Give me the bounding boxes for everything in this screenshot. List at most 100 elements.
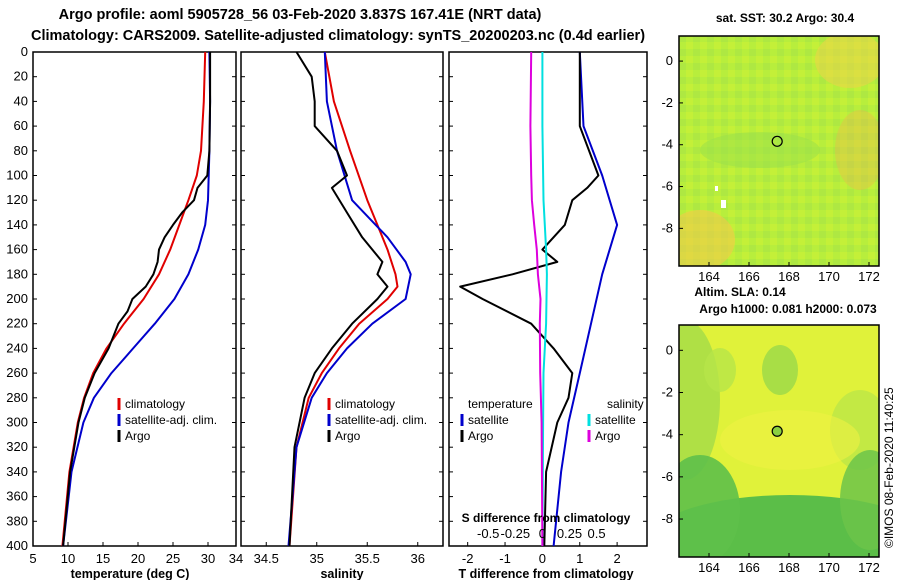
depth-tick-label: 340 bbox=[6, 464, 28, 479]
lon-tick-label: 166 bbox=[738, 560, 760, 575]
sst-warm-patch bbox=[815, 36, 879, 88]
s-diff-tick-label: -0.5 bbox=[477, 526, 499, 541]
depth-tick-label: 180 bbox=[6, 266, 28, 281]
x-tick-label: 15 bbox=[96, 551, 110, 566]
lat-tick-label: 0 bbox=[666, 342, 673, 357]
argo-location-marker bbox=[771, 425, 783, 437]
legend-label-satellite: satellite-adj. clim. bbox=[125, 413, 217, 427]
series-line-argo bbox=[288, 51, 389, 547]
header-line-1: Argo profile: aoml 5905728_56 03-Feb-202… bbox=[59, 7, 542, 23]
salinity-x-axis: 34.5 35 35.5 36 bbox=[254, 542, 425, 566]
x-tick-label: 20 bbox=[131, 551, 145, 566]
depth-tick-label: 100 bbox=[6, 168, 28, 183]
legend-label-t-argo: Argo bbox=[468, 429, 494, 443]
depth-tick-label: 220 bbox=[6, 316, 28, 331]
depth-tick-label: 40 bbox=[14, 93, 28, 108]
legend-label-climatology: climatology bbox=[125, 397, 185, 411]
sla-map-panel: Altim. SLA: 0.14 Argo h1000: 0.081 h2000… bbox=[661, 285, 880, 575]
sst-missing-cell bbox=[721, 200, 726, 208]
depth-tick-label: 200 bbox=[6, 291, 28, 306]
difference-series bbox=[459, 51, 619, 547]
x-tick-label: 5 bbox=[29, 551, 36, 566]
x-tick-label: 10 bbox=[61, 551, 75, 566]
lat-tick-label: 0 bbox=[666, 53, 673, 68]
temperature-x-axis: 5 10 15 20 25 30 34 bbox=[29, 542, 243, 566]
sla-low-patch bbox=[762, 345, 798, 395]
depth-tick-label: 240 bbox=[6, 340, 28, 355]
temperature-axes-frame bbox=[32, 51, 237, 547]
sst-map-axes: 164 166 168 170 172 0 -2 -4 -6 -8 bbox=[661, 53, 879, 284]
salinity-legend: climatology satellite-adj. clim. Argo bbox=[327, 397, 427, 443]
sla-map-frame bbox=[678, 324, 880, 558]
depth-tick-label: 60 bbox=[14, 118, 28, 133]
difference-panel: -2 -1 0 1 2 T difference from climatology S … bbox=[448, 51, 648, 580]
lon-tick-label: 164 bbox=[698, 269, 720, 284]
difference-depth-ticks bbox=[449, 51, 647, 547]
x-tick-label: 1 bbox=[576, 551, 583, 566]
sst-cool-patch bbox=[700, 132, 820, 168]
legend-label-satellite: satellite-adj. clim. bbox=[335, 413, 427, 427]
depth-tick-label: 320 bbox=[6, 439, 28, 454]
x-tick-label: 35 bbox=[310, 551, 324, 566]
lat-tick-label: -6 bbox=[661, 469, 673, 484]
argo-location-marker bbox=[771, 135, 783, 147]
difference-x-axis: -2 -1 0 1 2 bbox=[462, 542, 621, 566]
lat-tick-label: -6 bbox=[661, 179, 673, 194]
x-tick-label: 35.5 bbox=[355, 551, 380, 566]
depth-tick-label: 380 bbox=[6, 513, 28, 528]
sla-high-patch bbox=[720, 410, 860, 470]
sst-missing-cell bbox=[715, 186, 718, 191]
difference-axes-frame bbox=[448, 51, 648, 547]
legend-label-climatology: climatology bbox=[335, 397, 395, 411]
depth-tick-label: 140 bbox=[6, 217, 28, 232]
temperature-series bbox=[61, 51, 212, 547]
legend-heading-salinity: salinity bbox=[607, 397, 644, 411]
sla-map-title: Altim. SLA: 0.14 bbox=[694, 285, 786, 299]
salinity-series bbox=[287, 51, 412, 547]
lat-tick-label: -4 bbox=[661, 137, 673, 152]
x-tick-label: 34 bbox=[229, 551, 243, 566]
difference-legend: temperature satellite Argo salinity sate… bbox=[460, 397, 644, 443]
lon-tick-label: 168 bbox=[778, 269, 800, 284]
lat-tick-label: -8 bbox=[661, 511, 673, 526]
s-diff-tick-label: 0.25 bbox=[557, 526, 582, 541]
s-diff-tick-label: -0.25 bbox=[500, 526, 530, 541]
depth-tick-label: 260 bbox=[6, 365, 28, 380]
sst-map-frame bbox=[678, 35, 880, 267]
t-difference-axis-label: T difference from climatology bbox=[458, 567, 633, 580]
lon-tick-label: 170 bbox=[818, 269, 840, 284]
x-tick-label: 0 bbox=[539, 551, 546, 566]
series-line-temperature-satellite bbox=[552, 51, 619, 547]
depth-tick-label: 20 bbox=[14, 69, 28, 84]
series-line-salinity-satellite bbox=[541, 52, 548, 547]
lat-tick-label: -2 bbox=[661, 384, 673, 399]
sla-map-axes: 164 166 168 170 172 0 -2 -4 -6 -8 bbox=[661, 342, 879, 575]
depth-tick-label: 0 bbox=[21, 44, 28, 59]
series-line-salinity-argo bbox=[529, 51, 544, 547]
depth-tick-label: 280 bbox=[6, 390, 28, 405]
x-tick-label: 30 bbox=[201, 551, 215, 566]
series-line-climatology bbox=[288, 51, 399, 547]
salinity-panel: 34.5 35 35.5 36 salinity climatology satell… bbox=[240, 51, 444, 580]
lat-tick-label: -2 bbox=[661, 95, 673, 110]
legend-label-argo: Argo bbox=[335, 429, 361, 443]
legend-label-s-satellite: satellite bbox=[595, 413, 636, 427]
depth-tick-label: 400 bbox=[6, 538, 28, 553]
sst-warm-patch bbox=[679, 210, 735, 266]
temperature-legend: climatology satellite-adj. clim. Argo bbox=[117, 397, 217, 443]
x-tick-label: -1 bbox=[499, 551, 511, 566]
x-tick-label: 36 bbox=[411, 551, 425, 566]
lon-tick-label: 172 bbox=[858, 560, 880, 575]
legend-label-s-argo: Argo bbox=[595, 429, 621, 443]
depth-tick-label: 160 bbox=[6, 242, 28, 257]
sst-map-title: sat. SST: 30.2 Argo: 30.4 bbox=[716, 11, 855, 25]
sla-low-patch bbox=[704, 348, 736, 392]
x-tick-label: 25 bbox=[166, 551, 180, 566]
x-tick-label: 34.5 bbox=[254, 551, 279, 566]
sla-low-patch bbox=[679, 325, 720, 480]
sst-warm-patch bbox=[835, 110, 879, 190]
s-diff-tick-label: 0.5 bbox=[588, 526, 606, 541]
lon-tick-label: 172 bbox=[858, 269, 880, 284]
sla-low-patch bbox=[840, 450, 879, 550]
